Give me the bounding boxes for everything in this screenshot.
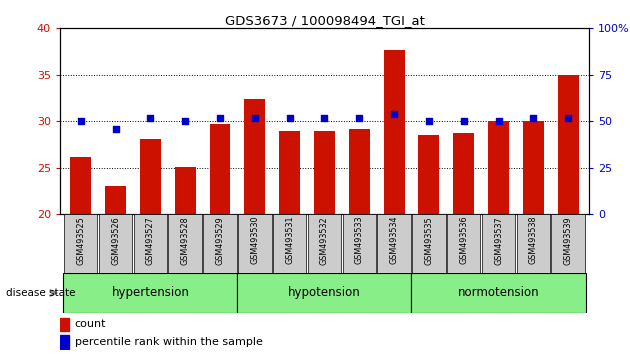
Bar [60,318,69,331]
Text: hypotension: hypotension [288,286,361,299]
Bar [175,167,196,214]
Bar [551,214,585,273]
Bar [314,131,335,214]
Text: GSM493534: GSM493534 [389,216,399,264]
Text: GSM493533: GSM493533 [355,216,364,264]
Title: GDS3673 / 100098494_TGI_at: GDS3673 / 100098494_TGI_at [224,14,425,27]
Point [76,118,86,124]
Point [563,115,573,120]
Bar [134,214,167,273]
Point [110,126,120,131]
Point [180,118,190,124]
Bar [558,75,578,214]
Bar [64,214,98,273]
Bar [411,273,585,313]
Point [146,115,156,120]
Text: GSM493537: GSM493537 [494,216,503,264]
Text: GSM493525: GSM493525 [76,216,85,265]
Text: GSM493535: GSM493535 [425,216,433,264]
Text: percentile rank within the sample: percentile rank within the sample [75,337,263,347]
Bar [377,214,411,273]
Point [389,111,399,116]
Text: GSM493527: GSM493527 [146,216,155,265]
Bar [140,139,161,214]
Bar [307,214,341,273]
Text: GSM493526: GSM493526 [111,216,120,264]
Text: disease state: disease state [6,288,76,298]
Bar [64,273,238,313]
Bar [99,214,132,273]
Point [529,115,539,120]
Point [493,118,503,124]
Bar [482,214,515,273]
Text: GSM493538: GSM493538 [529,216,538,264]
Text: GSM493530: GSM493530 [250,216,260,264]
Point [249,115,260,120]
Point [285,115,295,120]
Bar [60,335,69,349]
Bar [343,214,376,273]
Bar [168,214,202,273]
Bar [453,133,474,214]
Bar [349,129,370,214]
Bar [238,214,272,273]
Bar [105,186,126,214]
Bar [447,214,481,273]
Bar [488,121,509,214]
Bar [71,158,91,214]
Bar [384,50,404,214]
Point [215,115,225,120]
Text: GSM493539: GSM493539 [564,216,573,264]
Text: GSM493536: GSM493536 [459,216,468,264]
Text: count: count [75,319,106,329]
Bar [279,131,300,214]
Point [319,115,329,120]
Bar [210,124,231,214]
Bar [244,99,265,214]
Text: hypertension: hypertension [112,286,189,299]
Bar [523,121,544,214]
Bar [517,214,550,273]
Bar [203,214,237,273]
Text: GSM493532: GSM493532 [320,216,329,264]
Point [354,115,364,120]
Text: GSM493528: GSM493528 [181,216,190,264]
Text: GSM493531: GSM493531 [285,216,294,264]
Point [424,118,434,124]
Bar [412,214,445,273]
Text: GSM493529: GSM493529 [215,216,224,265]
Bar [238,273,411,313]
Bar [418,135,439,214]
Point [459,118,469,124]
Text: normotension: normotension [458,286,539,299]
Bar [273,214,306,273]
